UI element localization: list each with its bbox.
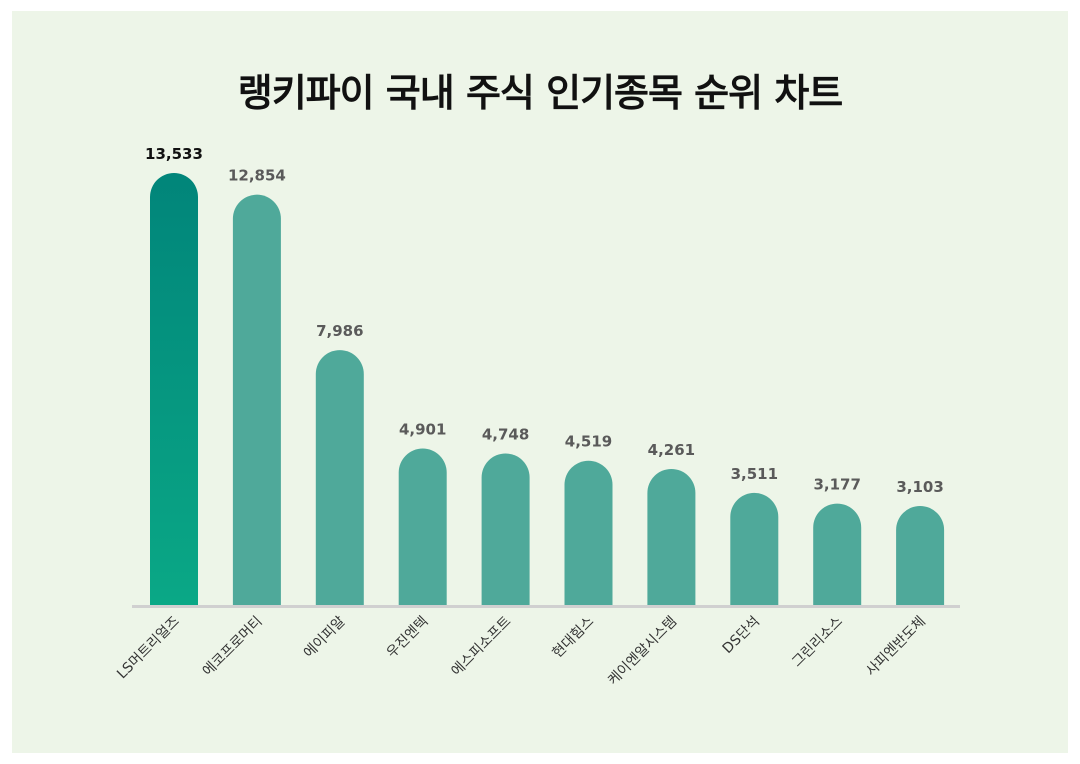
bar-value-label: 7,986 bbox=[316, 322, 363, 340]
category-label: 케이엔알시스템 bbox=[605, 614, 680, 689]
chart-title: 랭키파이 국내 주식 인기종목 순위 차트 bbox=[237, 71, 844, 115]
bar-value-label: 3,511 bbox=[731, 465, 778, 483]
category-label: DS단석 bbox=[720, 614, 763, 657]
bar-value-label: 4,901 bbox=[399, 421, 446, 439]
category-label: LS머트리얼즈 bbox=[114, 613, 183, 682]
category-label: 에스피소프트 bbox=[448, 613, 514, 679]
bar-2 bbox=[232, 194, 281, 605]
bar-value-label: 12,854 bbox=[228, 167, 286, 185]
bar-6 bbox=[564, 460, 613, 605]
bar-3 bbox=[315, 350, 364, 605]
bar-7 bbox=[647, 468, 696, 605]
bar-value-label: 4,748 bbox=[482, 425, 529, 443]
category-label: 우진엔텍 bbox=[384, 614, 432, 662]
category-label: 현대힘스 bbox=[550, 613, 598, 661]
bar-1 bbox=[150, 173, 198, 605]
bar-8 bbox=[730, 492, 779, 605]
bar-5 bbox=[481, 453, 530, 605]
bar-10 bbox=[896, 505, 945, 605]
bars-group bbox=[150, 173, 945, 605]
bar-4 bbox=[398, 448, 447, 605]
bar-value-label: 4,519 bbox=[565, 433, 612, 451]
category-label: 에이피알 bbox=[301, 613, 349, 661]
category-label: 사피엔반도체 bbox=[863, 614, 929, 680]
bar-value-label: 13,533 bbox=[145, 145, 203, 163]
bar-value-label: 3,177 bbox=[813, 476, 860, 494]
bar-value-label: 3,103 bbox=[896, 478, 943, 496]
bar-value-label: 4,261 bbox=[648, 441, 695, 459]
bar-9 bbox=[813, 503, 862, 605]
category-label: 그린리소스 bbox=[789, 613, 846, 670]
category-label: 에코프로머티 bbox=[200, 614, 266, 680]
